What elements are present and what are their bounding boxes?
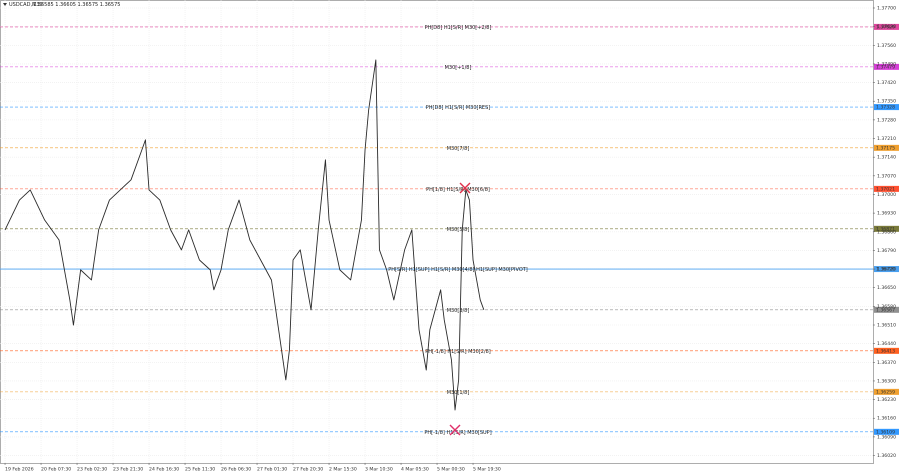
level-label: PH[S/R] H1[SUP] H1[S/R] M30[4/8] H1[SUP]… — [388, 267, 528, 273]
y-tick-label: 1.37000 — [877, 192, 896, 198]
price-tag — [874, 225, 899, 232]
y-tick-label: 1.37560 — [877, 43, 896, 49]
level-label: M30[3/8] — [447, 308, 470, 314]
x-tick-label: 26 Feb 06:30 — [221, 467, 251, 473]
level-label: M30[5/8] — [447, 227, 470, 233]
chart-subtitle: 1.36585 1.36605 1.36575 1.36575 — [33, 2, 120, 8]
price-tag — [874, 185, 899, 192]
y-tick-label: 1.36090 — [877, 434, 896, 440]
cross-marker — [449, 424, 461, 436]
x-tick-label: 3 Mar 10:30 — [365, 467, 393, 473]
price-tag — [874, 347, 899, 354]
y-tick-label: 1.36020 — [877, 453, 896, 459]
level-label: PH[-1/8] H1[S/R] M30[2/8] — [425, 349, 491, 355]
level-label: M30[7/8] — [447, 146, 470, 152]
y-tick-label: 1.37140 — [877, 155, 896, 161]
chart-title: USDCAD,M30 — [9, 2, 43, 8]
price-tag — [874, 104, 899, 111]
y-tick-label: 1.37490 — [877, 61, 896, 67]
level-label: PH[1/8] H1[S/R] M30[6/8] — [426, 187, 490, 193]
y-tick-label: 1.36510 — [877, 323, 896, 329]
price-line — [4, 59, 485, 411]
price-tag-label: 1.36413 — [876, 348, 895, 354]
y-tick-label: 1.36230 — [877, 397, 896, 403]
y-tick-label: 1.37210 — [877, 136, 896, 142]
price-tag-label: 1.36720 — [876, 267, 895, 273]
x-tick-label: 23 Feb 21:30 — [113, 467, 143, 473]
y-tick-label: 1.37630 — [877, 24, 896, 30]
price-tag-label: 1.36109 — [876, 429, 895, 435]
y-tick-label: 1.36370 — [877, 360, 896, 366]
price-tag — [874, 266, 899, 273]
x-tick-label: 4 Mar 05:30 — [401, 467, 429, 473]
level-label: PH[D8] H1[S/R] M30[+2/8] — [425, 25, 492, 31]
y-tick-label: 1.36650 — [877, 285, 896, 291]
price-tag-label: 1.36567 — [876, 307, 895, 313]
level-label: M30[1/8] — [447, 390, 470, 396]
price-tag-label: 1.37479 — [876, 64, 895, 70]
x-tick-label: 24 Feb 16:30 — [149, 467, 179, 473]
y-tick-label: 1.37070 — [877, 173, 896, 179]
price-tag-label: 1.36871 — [876, 226, 895, 232]
level-label: M30[+1/8] — [445, 65, 472, 71]
y-tick-label: 1.37350 — [877, 99, 896, 105]
y-tick-label: 1.37700 — [877, 5, 896, 11]
x-tick-label: 2 Mar 15:30 — [329, 467, 357, 473]
cross-marker — [459, 182, 471, 194]
x-tick-label: 27 Feb 20:30 — [293, 467, 323, 473]
series — [4, 59, 485, 411]
y-tick-label: 1.37420 — [877, 80, 896, 86]
price-tag — [874, 63, 899, 70]
x-tick-label: 27 Feb 01:30 — [257, 467, 287, 473]
price-tag — [874, 144, 899, 151]
symbol-icon — [3, 3, 7, 6]
y-tick-label: 1.36160 — [877, 416, 896, 422]
levels: PH[D8] H1[S/R] M30[+2/8] 1.37629 M30[+1/8]… — [0, 23, 899, 436]
price-tag-label: 1.37021 — [876, 186, 895, 192]
price-tag — [874, 388, 899, 395]
y-tick-label: 1.36720 — [877, 267, 896, 273]
x-tick-label: 5 Mar 19:30 — [473, 467, 501, 473]
price-tag-label: 1.36259 — [876, 389, 895, 395]
y-tick-label: 1.37280 — [877, 117, 896, 123]
price-tag-label: 1.37328 — [876, 105, 895, 111]
axes: 1.37700 1.37630 1.37560 1.37490 1.37420 1.373… — [4, 5, 896, 473]
x-tick-label: 20 Feb 07:30 — [41, 467, 71, 473]
y-tick-label: 1.36580 — [877, 304, 896, 310]
y-tick-label: 1.36860 — [877, 229, 896, 235]
y-tick-label: 1.36300 — [877, 378, 896, 384]
level-label: PH[D8] H1[S/R] M30[RES] — [426, 105, 490, 111]
x-tick-label: 25 Feb 11:30 — [185, 467, 215, 473]
x-tick-label: 19 Feb 2026 — [5, 467, 34, 473]
price-tag-label: 1.37629 — [876, 24, 895, 30]
price-tag — [874, 428, 899, 435]
price-tag — [874, 23, 899, 30]
y-tick-label: 1.36440 — [877, 341, 896, 347]
y-tick-label: 1.36930 — [877, 211, 896, 217]
x-tick-label: 23 Feb 02:30 — [77, 467, 107, 473]
price-tag-label: 1.37175 — [876, 145, 895, 151]
price-tag — [874, 306, 899, 313]
x-tick-label: 5 Mar 00:30 — [437, 467, 465, 473]
y-tick-label: 1.36790 — [877, 248, 896, 254]
